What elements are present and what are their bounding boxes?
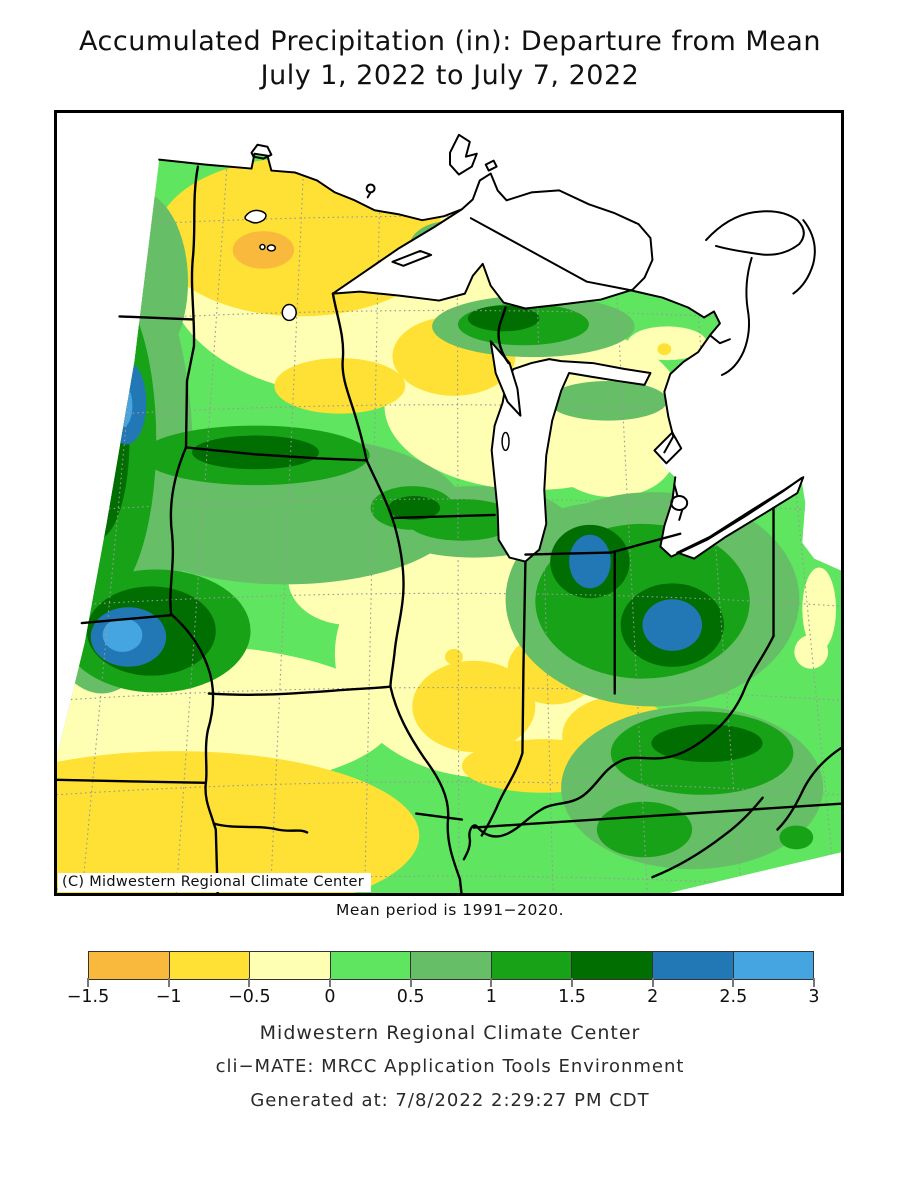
legend-tick-row: −1.5 −1 −0.5 0 0.5 1 1.5 2 2.5 3 — [67, 978, 820, 1008]
legend-swatch — [249, 952, 330, 979]
lake-michigan — [490, 358, 652, 563]
coastlines — [158, 133, 816, 558]
legend-tick-mark — [409, 978, 412, 987]
legend-tick-label: −1 — [155, 987, 182, 1007]
precipitation-map — [57, 133, 841, 893]
mean-period-note: Mean period is 1991−2020. — [335, 901, 565, 919]
isle-royale-icon — [391, 249, 433, 267]
legend-tick-label: 3 — [808, 987, 820, 1007]
lake-st-clair — [670, 495, 689, 511]
legend-tick-mark — [571, 978, 573, 987]
legend-tick-mark — [651, 978, 654, 987]
legend-tick-mark — [732, 978, 735, 987]
legend-tick-mark — [329, 978, 331, 987]
page-subtitle: July 1, 2022 to July 7, 2022 — [260, 60, 640, 91]
footer-org: Midwestern Regional Climate Center — [259, 1022, 641, 1044]
huron-ontario-coast — [720, 256, 753, 376]
lake-of-the-woods — [250, 143, 273, 160]
legend-tick-label: −0.5 — [228, 987, 271, 1007]
legend-tick-label: 1 — [485, 987, 497, 1007]
legend-tick-mark — [490, 978, 493, 987]
legend-swatch — [732, 952, 814, 979]
michigan-east-coast — [659, 310, 803, 558]
legend-swatch — [168, 952, 250, 979]
footer-generated-at: Generated at: 7/8/2022 2:29:27 PM CDT — [250, 1090, 650, 1111]
legend-tick-label: 0 — [324, 987, 336, 1007]
st-clair-detroit-rivers — [673, 334, 731, 521]
legend-swatch — [410, 952, 491, 979]
legend-swatch — [490, 952, 572, 979]
legend-tick-label: 2 — [647, 987, 659, 1007]
nipigon-islands — [449, 133, 498, 176]
georgian-bay-coast — [792, 219, 816, 295]
legend-tick-mark — [167, 978, 170, 987]
legend-tick-label: 0.5 — [396, 987, 425, 1007]
legend-tick-mark — [248, 978, 251, 987]
copyright-label: (C) Midwestern Regional Climate Center — [58, 873, 372, 892]
canada-border — [158, 152, 463, 222]
legend-swatch — [329, 952, 411, 979]
manitoulin-coast — [705, 210, 805, 256]
border-through-superior — [469, 217, 706, 319]
inland-lakes — [244, 209, 510, 452]
map-frame: (C) Midwestern Regional Climate Center — [54, 110, 844, 896]
legend-tick-mark — [87, 978, 89, 987]
legend-swatch — [89, 952, 169, 979]
legend-tick-label: 2.5 — [719, 987, 748, 1007]
legend-tick-label: −1.5 — [66, 987, 110, 1007]
legend-colorbar — [88, 951, 814, 980]
legend-tick-label: 1.5 — [558, 987, 586, 1007]
small-island — [365, 183, 376, 199]
legend-swatch — [651, 952, 733, 979]
footer-app: cli−MATE: MRCC Application Tools Environ… — [215, 1056, 685, 1077]
legend-tick-mark — [813, 978, 815, 987]
page-title: Accumulated Precipitation (in): Departur… — [79, 26, 821, 57]
legend-swatch — [571, 952, 652, 979]
state-borders — [57, 165, 841, 893]
